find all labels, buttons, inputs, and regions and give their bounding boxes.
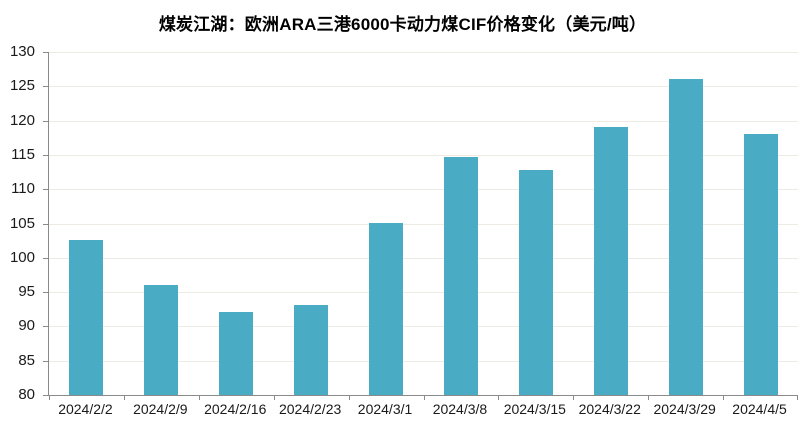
x-axis-labels: 2024/2/2 2024/2/9 2024/2/16 2024/2/23 2024/3… (48, 401, 797, 421)
y-axis-tick (43, 395, 48, 396)
y-axis-labels: 130 125 120 115 110 105 100 95 90 85 80 (0, 43, 42, 403)
bar (294, 305, 329, 395)
x-axis-label: 2024/2/2 (58, 401, 113, 417)
y-axis-tick (43, 86, 48, 88)
y-axis-label: 80 (18, 386, 35, 403)
y-axis-label: 125 (9, 77, 35, 95)
y-axis-label: 115 (11, 145, 35, 163)
y-axis-label: 90 (18, 317, 35, 335)
x-axis-label: 2024/2/23 (278, 401, 342, 417)
x-axis-tick (723, 395, 725, 400)
x-axis-label: 2024/3/1 (357, 401, 413, 417)
gridline (49, 292, 798, 294)
bar (443, 156, 478, 395)
gridline (49, 120, 798, 122)
gridline (49, 189, 798, 191)
bar (518, 170, 553, 395)
bar (369, 222, 404, 395)
bar (743, 133, 778, 395)
y-axis-label: 95 (18, 283, 35, 301)
bar (593, 126, 628, 395)
y-axis-label: 130 (9, 43, 35, 60)
y-axis-tick (43, 292, 48, 294)
y-axis-label: 85 (18, 351, 35, 369)
x-axis-tick (273, 395, 275, 400)
x-axis-tick (123, 395, 125, 400)
chart-title: 煤炭江湖：欧洲ARA三港6000卡动力煤CIF价格变化（美元/吨） (158, 15, 647, 34)
y-axis-tick (43, 257, 48, 259)
x-axis-tick (198, 395, 200, 400)
x-axis-tick (348, 395, 350, 400)
x-axis-tick (573, 395, 575, 400)
y-axis-tick (43, 52, 48, 53)
y-axis-tick (43, 189, 48, 191)
gridline (49, 223, 798, 225)
y-axis-tick (43, 154, 48, 156)
x-axis-label: 2024/3/8 (432, 401, 488, 417)
x-axis-tick (797, 395, 798, 400)
gridline (49, 154, 798, 156)
y-axis-tick (43, 120, 48, 122)
x-axis-label: 2024/2/9 (133, 401, 188, 417)
y-axis-tick (43, 223, 48, 225)
x-axis-label: 2024/3/29 (653, 401, 716, 417)
x-axis-label: 2024/4/5 (732, 401, 787, 417)
x-axis-tick (498, 395, 500, 400)
x-axis-label: 2024/2/16 (204, 401, 267, 417)
bar (144, 285, 179, 395)
x-axis-tick (423, 395, 425, 400)
bar (69, 239, 104, 395)
y-axis-label: 120 (9, 111, 35, 129)
bar (219, 312, 254, 395)
y-axis-label: 105 (9, 214, 35, 232)
plot-area (43, 52, 798, 400)
gridline (49, 257, 798, 259)
gridline (49, 326, 798, 328)
y-axis-tick (43, 326, 48, 328)
gridline (49, 52, 798, 53)
x-axis-tick (49, 395, 50, 400)
gridline (49, 86, 798, 88)
gridline (49, 360, 798, 362)
y-axis-label: 110 (11, 180, 35, 198)
x-axis-label: 2024/3/22 (578, 401, 641, 417)
y-axis-tick (43, 360, 48, 362)
x-axis-label: 2024/3/15 (503, 401, 566, 417)
bar (668, 78, 703, 395)
x-axis-tick (648, 395, 650, 400)
y-axis-label: 100 (9, 248, 35, 266)
